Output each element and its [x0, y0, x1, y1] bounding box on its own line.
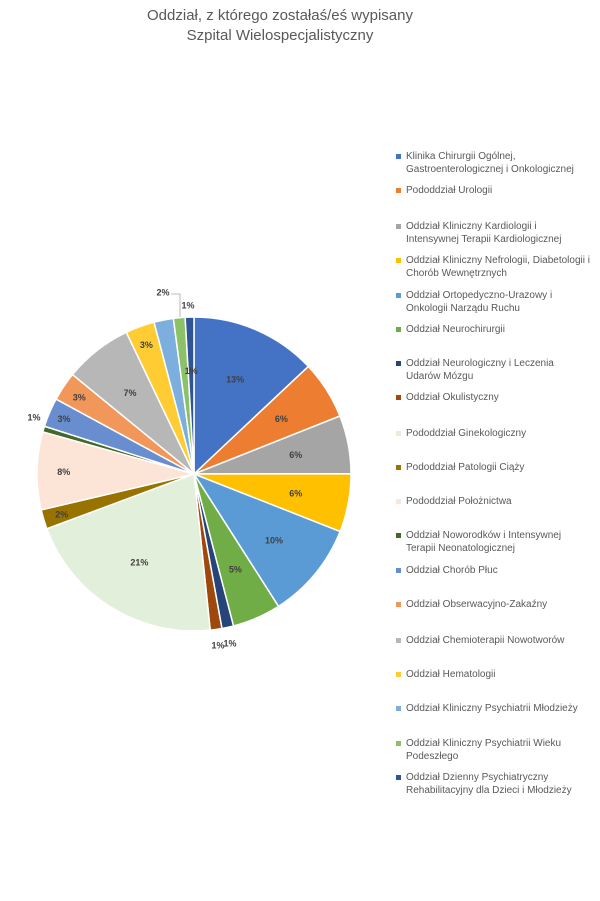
- legend-item: Oddział Kliniczny Psychiatrii Młodzieży: [396, 702, 591, 715]
- legend-label: Oddział Dzienny Psychiatryczny Rehabilit…: [406, 772, 572, 796]
- legend-label: Klinika Chirurgii Ogólnej, Gastroenterol…: [406, 151, 574, 175]
- legend-label: Oddział Hematologii: [406, 669, 496, 680]
- pie-data-label: 8%: [57, 467, 70, 477]
- legend-label: Oddział Chorób Płuc: [406, 565, 498, 576]
- legend-item: Oddział Chorób Płuc: [396, 564, 591, 577]
- legend-item: Oddział Dzienny Psychiatryczny Rehabilit…: [396, 771, 591, 797]
- legend-swatch: [396, 568, 401, 573]
- pie-data-label: 21%: [130, 558, 148, 568]
- legend-label: Pododdział Położnictwa: [406, 496, 512, 507]
- pie-slice: [193, 316, 310, 476]
- pie-data-label: 2%: [156, 288, 169, 298]
- legend-swatch: [396, 258, 401, 263]
- legend-swatch: [396, 361, 401, 366]
- chart-title-block: Oddział, z którego zostałaś/eś wypisany …: [0, 6, 560, 46]
- legend-label: Oddział Kliniczny Psychiatrii Młodzieży: [406, 703, 578, 714]
- legend-swatch: [396, 465, 401, 470]
- legend-item: Pododdział Urologii: [396, 184, 591, 197]
- legend-item: Pododdział Położnictwa: [396, 495, 591, 508]
- legend-swatch: [396, 293, 401, 298]
- legend-label: Oddział Obserwacyjno-Zakaźny: [406, 599, 548, 610]
- legend-label: Oddział Noworodków i Intensywnej Terapii…: [406, 530, 562, 554]
- legend-item: Oddział Neurologiczny i Leczenia Udarów …: [396, 357, 591, 383]
- legend-item: Oddział Noworodków i Intensywnej Terapii…: [396, 529, 591, 555]
- pie-data-label: 3%: [73, 392, 86, 402]
- pie-data-label: 6%: [289, 489, 302, 499]
- pie-data-label: 3%: [140, 340, 153, 350]
- pie-slice: [45, 472, 212, 632]
- legend-swatch: [396, 327, 401, 332]
- legend-swatch: [396, 395, 401, 400]
- legend-item: Oddział Kliniczny Kardiologii i Intensyw…: [396, 220, 591, 246]
- legend-item: Oddział Okulistyczny: [396, 391, 591, 404]
- legend-swatch: [396, 775, 401, 780]
- legend-label: Oddział Chemioterapii Nowotworów: [406, 635, 565, 646]
- pie-data-label: 1%: [181, 301, 194, 311]
- legend-swatch: [396, 188, 401, 193]
- legend-item: Oddział Chemioterapii Nowotworów: [396, 634, 591, 647]
- legend-swatch: [396, 499, 401, 504]
- pie-data-label: 1%: [211, 641, 224, 651]
- legend-label: Oddział Neurologiczny i Leczenia Udarów …: [406, 358, 554, 382]
- legend-swatch: [396, 602, 401, 607]
- legend-item: Klinika Chirurgii Ogólnej, Gastroenterol…: [396, 150, 591, 176]
- pie-data-label: 1%: [185, 366, 198, 376]
- legend-label: Pododdział Ginekologiczny: [406, 428, 527, 439]
- legend-label: Oddział Kliniczny Psychiatrii Wieku Pode…: [406, 738, 562, 762]
- legend-swatch: [396, 154, 401, 159]
- pie-slice: [184, 316, 195, 475]
- legend-item: Oddział Ortopedyczno-Urazowy i Onkologii…: [396, 289, 591, 315]
- legend-label: Pododdział Urologii: [406, 185, 493, 196]
- legend-swatch: [396, 224, 401, 229]
- pie-data-label: 1%: [223, 639, 236, 649]
- pie-data-label: 6%: [289, 450, 302, 460]
- chart-title: Oddział, z którego zostałaś/eś wypisany: [147, 7, 413, 24]
- legend-swatch: [396, 741, 401, 746]
- legend-label: Oddział Okulistyczny: [406, 392, 499, 403]
- legend-item: Oddział Obserwacyjno-Zakaźny: [396, 598, 591, 611]
- legend-item: Oddział Kliniczny Psychiatrii Wieku Pode…: [396, 737, 591, 763]
- legend-label: Oddział Kliniczny Kardiologii i Intensyw…: [406, 221, 562, 245]
- legend-swatch: [396, 672, 401, 677]
- pie-data-label: 7%: [123, 388, 136, 398]
- pie-data-label: 6%: [275, 414, 288, 424]
- pie-data-label: 5%: [229, 565, 242, 575]
- pie-data-label: 1%: [27, 413, 40, 423]
- pie-slice: [192, 472, 342, 608]
- legend-label: Pododdział Patologii Ciąży: [406, 462, 525, 473]
- legend-item: Oddział Neurochirurgii: [396, 323, 591, 336]
- chart-subtitle: Szpital Wielospecjalistyczny: [186, 27, 374, 44]
- legend-label: Oddział Kliniczny Nefrologii, Diabetolog…: [406, 255, 590, 279]
- legend-swatch: [396, 706, 401, 711]
- legend-label: Oddział Ortopedyczno-Urazowy i Onkologii…: [406, 290, 553, 314]
- leader-line: [171, 293, 181, 317]
- pie-data-label: 2%: [55, 510, 68, 520]
- pie-data-label: 13%: [226, 374, 244, 384]
- legend-swatch: [396, 638, 401, 643]
- legend-item: Oddział Hematologii: [396, 668, 591, 681]
- legend-swatch: [396, 533, 401, 538]
- legend-swatch: [396, 431, 401, 436]
- pie-data-label: 3%: [57, 414, 70, 424]
- legend-item: Pododdział Patologii Ciąży: [396, 461, 591, 474]
- legend-item: Oddział Kliniczny Nefrologii, Diabetolog…: [396, 254, 591, 280]
- legend-item: Pododdział Ginekologiczny: [396, 427, 591, 440]
- legend-label: Oddział Neurochirurgii: [406, 324, 505, 335]
- pie-data-label: 10%: [265, 535, 283, 545]
